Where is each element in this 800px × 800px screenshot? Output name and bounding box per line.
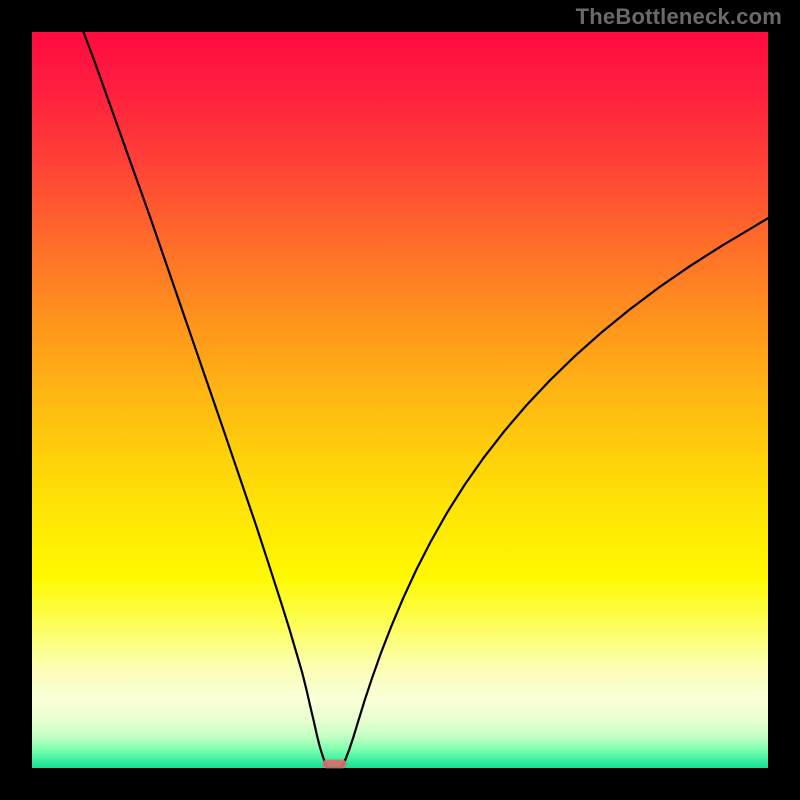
optimal-marker: [322, 760, 346, 769]
bottleneck-chart: [0, 0, 800, 800]
chart-container: TheBottleneck.com: [0, 0, 800, 800]
watermark-text: TheBottleneck.com: [576, 4, 782, 30]
plot-background: [32, 32, 768, 768]
